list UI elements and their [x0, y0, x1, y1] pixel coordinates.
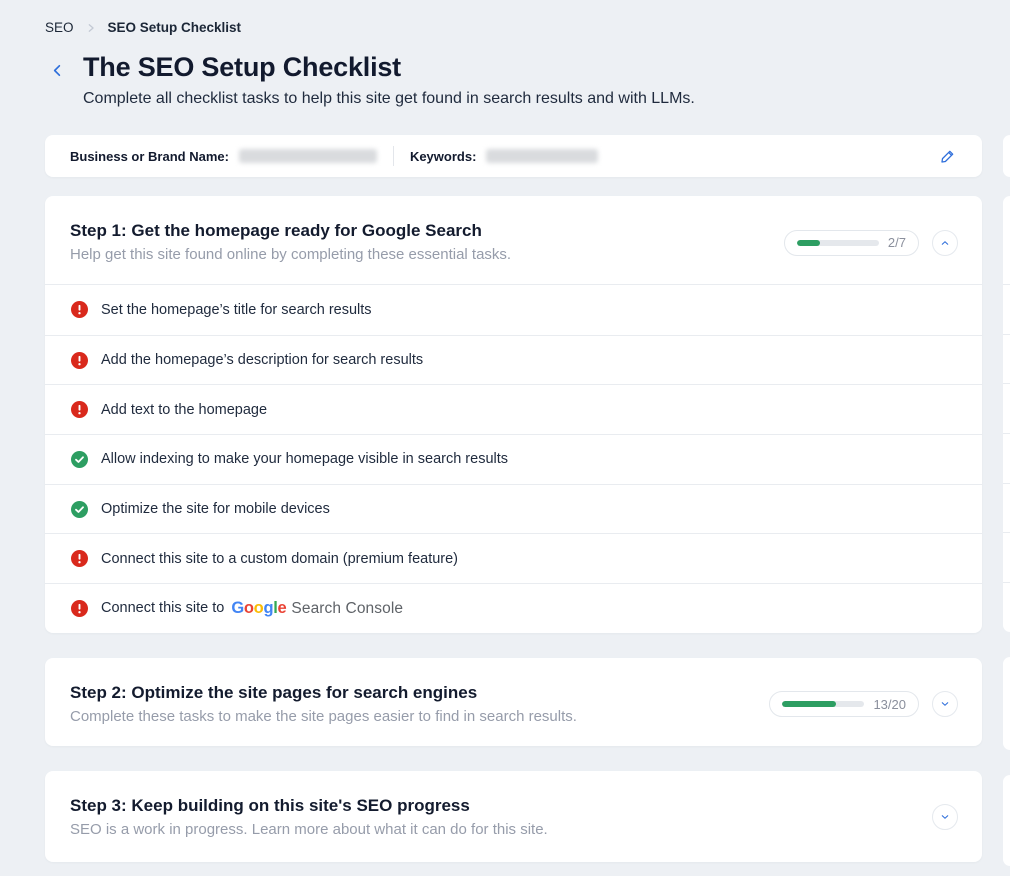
- chevron-down-icon: [941, 702, 949, 707]
- step-2-progress: 13/20: [769, 691, 919, 718]
- task-label: Add the homepage’s description for searc…: [101, 352, 424, 369]
- error-icon: [71, 550, 88, 568]
- error-icon: [71, 401, 88, 419]
- task-row-homepage-description[interactable]: Add the homepage’s description for searc…: [45, 334, 982, 385]
- error-icon: [71, 351, 88, 369]
- task-row-add-text[interactable]: Add text to the homepage: [45, 384, 982, 434]
- step-2-subtitle: Complete these tasks to make the site pa…: [70, 707, 577, 725]
- keywords-value-redacted: [486, 149, 599, 163]
- step-1-collapse-button[interactable]: [932, 229, 958, 256]
- chevron-down-icon: [941, 815, 949, 820]
- breadcrumb: SEO SEO Setup Checklist: [45, 20, 982, 35]
- step-1-header: Step 1: Get the homepage ready for Googl…: [45, 196, 982, 284]
- edge-card-fragment: [1003, 196, 1010, 632]
- step-2-header: Step 2: Optimize the site pages for sear…: [45, 658, 982, 746]
- step-2-title: Step 2: Optimize the site pages for sear…: [70, 682, 478, 702]
- check-icon: [71, 450, 88, 468]
- breadcrumb-seo[interactable]: SEO: [45, 20, 74, 35]
- progress-count: 13/20: [873, 696, 906, 712]
- step-1-subtitle: Help get this site found online by compl…: [70, 246, 512, 263]
- keywords-label: Keywords:: [409, 148, 477, 164]
- edge-card-fragment: [1003, 135, 1010, 177]
- step-3-expand-button[interactable]: [932, 804, 958, 831]
- step-1-checklist: Set the homepage’s title for search resu…: [45, 284, 982, 633]
- edge-card-fragment: [1003, 657, 1010, 750]
- page-title: The SEO Setup Checklist: [83, 52, 401, 82]
- business-name-value-redacted: [238, 149, 377, 163]
- page-header: The SEO Setup Checklist Complete all che…: [45, 52, 982, 108]
- task-row-optimize-mobile[interactable]: Optimize the site for mobile devices: [45, 483, 982, 534]
- page-subtitle: Complete all checklist tasks to help thi…: [83, 90, 695, 107]
- step-1-title: Step 1: Get the homepage ready for Googl…: [70, 221, 482, 240]
- step-2-card: Step 2: Optimize the site pages for sear…: [45, 657, 982, 746]
- step-3-subtitle: SEO is a work in progress. Learn more ab…: [70, 820, 548, 838]
- task-label: Optimize the site for mobile devices: [101, 501, 330, 518]
- edit-button[interactable]: [934, 143, 960, 169]
- progress-fill: [796, 239, 821, 246]
- step-2-expand-button[interactable]: [932, 691, 958, 718]
- business-name-label: Business or Brand Name:: [70, 148, 229, 164]
- brand-keywords-bar: Business or Brand Name: Keywords:: [45, 135, 982, 177]
- progress-fill: [782, 701, 836, 708]
- breadcrumb-chevron-icon: [85, 22, 97, 34]
- pencil-icon: [940, 150, 953, 163]
- task-label: Allow indexing to make your homepage vis…: [101, 451, 509, 468]
- back-button[interactable]: [45, 58, 69, 82]
- task-label: Add text to the homepage: [101, 401, 268, 418]
- step-3-header: Step 3: Keep building on this site's SEO…: [45, 771, 982, 859]
- bar-divider: [392, 146, 394, 166]
- task-label: Connect this site to: [101, 600, 225, 617]
- check-icon: [71, 500, 88, 518]
- step-3-card: Step 3: Keep building on this site's SEO…: [45, 770, 982, 862]
- task-label: Connect this site to a custom domain (pr…: [101, 550, 459, 567]
- progress-count: 2/7: [887, 235, 906, 250]
- task-row-allow-indexing[interactable]: Allow indexing to make your homepage vis…: [45, 434, 982, 484]
- task-label: Set the homepage’s title for search resu…: [101, 301, 372, 318]
- step-3-title: Step 3: Keep building on this site's SEO…: [70, 795, 470, 815]
- task-row-homepage-title[interactable]: Set the homepage’s title for search resu…: [45, 285, 982, 335]
- breadcrumb-seo-setup-checklist[interactable]: SEO Setup Checklist: [107, 20, 242, 35]
- back-chevron-icon: [53, 64, 60, 76]
- task-row-custom-domain[interactable]: Connect this site to a custom domain (pr…: [45, 533, 982, 583]
- step-1-card: Step 1: Get the homepage ready for Googl…: [45, 196, 982, 633]
- edge-card-fragment: [1003, 775, 1010, 866]
- error-icon: [71, 301, 88, 319]
- error-icon: [71, 599, 88, 617]
- chevron-up-icon: [941, 240, 949, 245]
- progress-track: [796, 239, 879, 246]
- adjacent-panel-edge: [1003, 0, 1010, 876]
- step-1-progress: 2/7: [783, 229, 919, 256]
- progress-track: [782, 701, 865, 708]
